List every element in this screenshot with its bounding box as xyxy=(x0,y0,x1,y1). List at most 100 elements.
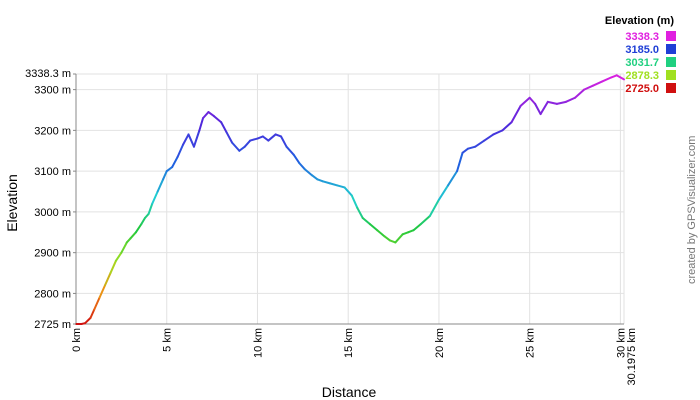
profile-segment xyxy=(519,96,531,107)
profile-segment xyxy=(583,84,595,91)
y-tick-label: 2900 m xyxy=(34,248,71,260)
y-axis-title: Elevation xyxy=(4,174,20,232)
profile-segment xyxy=(187,133,195,148)
profile-segment xyxy=(528,96,537,105)
y-tick-label: 2800 m xyxy=(34,288,71,300)
profile-segment xyxy=(109,259,117,275)
profile-segment xyxy=(592,80,604,87)
y-tick-label: 3200 m xyxy=(34,125,71,137)
profile-segment xyxy=(147,202,154,215)
profile-segment xyxy=(539,100,549,116)
profile-segment xyxy=(321,180,332,185)
profile-segment xyxy=(329,182,339,187)
profile-segment xyxy=(243,139,252,148)
profile-segment xyxy=(310,174,319,181)
profile-segment xyxy=(456,151,464,173)
credit-text: created by GPSVisualizer.com xyxy=(686,136,698,284)
legend-swatch xyxy=(666,57,676,67)
profile-segment xyxy=(298,161,306,171)
profile-segment xyxy=(249,137,259,142)
legend-entry-label: 2878.3 xyxy=(625,70,659,82)
profile-segment xyxy=(564,96,577,103)
profile-segment xyxy=(447,170,459,187)
x-tick-label: 10 km xyxy=(252,328,264,358)
profile-segment xyxy=(171,155,179,169)
profile-segment xyxy=(461,147,469,154)
legend-entry-label: 3031.7 xyxy=(625,57,659,69)
profile-segment xyxy=(574,88,586,99)
x-tick-label: 30 km xyxy=(615,328,627,358)
x-tick-label: 25 km xyxy=(525,328,537,358)
profile-segment xyxy=(546,100,558,105)
profile-segment xyxy=(492,129,504,136)
legend-entry-label: 3338.3 xyxy=(625,31,659,43)
profile-segment xyxy=(231,141,241,152)
elevation-profile xyxy=(75,74,625,325)
profile-segment xyxy=(368,223,379,232)
y-tick-label: 3100 m xyxy=(34,166,71,178)
profile-segment xyxy=(134,223,143,234)
profile-segment xyxy=(376,229,386,238)
legend: Elevation (m) 3338.33185.03031.72878.327… xyxy=(605,15,676,95)
profile-segment xyxy=(483,133,495,142)
profile-segment xyxy=(104,272,112,287)
legend-entry-label: 3185.0 xyxy=(625,44,659,56)
legend-swatch xyxy=(666,83,676,93)
profile-segment xyxy=(182,133,190,146)
profile-segment xyxy=(140,217,146,226)
legend-title: Elevation (m) xyxy=(605,15,674,27)
profile-segment xyxy=(412,223,422,232)
profile-segment xyxy=(428,198,440,217)
profile-segment xyxy=(510,104,522,124)
profile-segment xyxy=(129,231,137,240)
profile-segment xyxy=(336,184,346,189)
profile-segment xyxy=(165,166,174,173)
profile-segment xyxy=(114,251,123,262)
legend-swatch xyxy=(666,31,676,41)
x-tick-label: 0 km xyxy=(71,328,83,352)
profile-segment xyxy=(601,76,613,83)
profile-segment xyxy=(419,214,431,226)
x-axis-title: Distance xyxy=(322,384,377,400)
y-tick-label: 2725 m xyxy=(34,319,71,331)
profile-segment xyxy=(212,115,223,124)
profile-segment xyxy=(361,217,371,226)
profile-segment xyxy=(383,235,391,242)
profile-segment xyxy=(466,145,477,150)
profile-segment xyxy=(285,145,295,156)
profile-segment xyxy=(220,121,228,134)
profile-segment xyxy=(151,190,159,205)
profile-segment xyxy=(615,74,625,81)
profile-segment xyxy=(474,139,486,148)
profile-segment xyxy=(555,100,567,105)
y-tick-label: 3000 m xyxy=(34,207,71,219)
x-tick-label: 20 km xyxy=(434,328,446,358)
profile-segment xyxy=(534,102,542,116)
axes xyxy=(75,74,624,325)
profile-segment xyxy=(93,296,101,311)
profile-segment xyxy=(162,170,168,181)
profile-segment xyxy=(207,111,215,118)
y-tick-labels: 2725 m 2800 m 2900 m 3000 m 3100 m 3200 m 3300… xyxy=(25,68,76,331)
x-tick-labels: 0 km 5 km 10 km 15 km 20 km 25 km 30 km30.1975… xyxy=(71,328,638,385)
profile-segment xyxy=(394,233,404,244)
legend-swatch xyxy=(666,70,676,80)
profile-segment xyxy=(225,131,234,144)
profile-segment xyxy=(176,143,185,158)
profile-segment xyxy=(192,129,201,148)
legend-entry-label: 2725.0 xyxy=(625,83,659,95)
profile-segment xyxy=(84,316,92,325)
profile-segment xyxy=(198,117,205,132)
profile-segment xyxy=(89,308,96,319)
profile-segment xyxy=(303,168,313,177)
y-tick-label: 3338.3 m xyxy=(25,68,71,80)
profile-segment xyxy=(280,135,288,148)
profile-segment xyxy=(292,153,301,164)
profile-segment xyxy=(343,186,353,197)
profile-segment xyxy=(98,284,107,299)
profile-segment xyxy=(356,206,364,220)
x-tick-label: 5 km xyxy=(162,328,174,352)
profile-segment xyxy=(350,194,359,209)
x-tick-label: 30.1975 km xyxy=(626,328,638,385)
